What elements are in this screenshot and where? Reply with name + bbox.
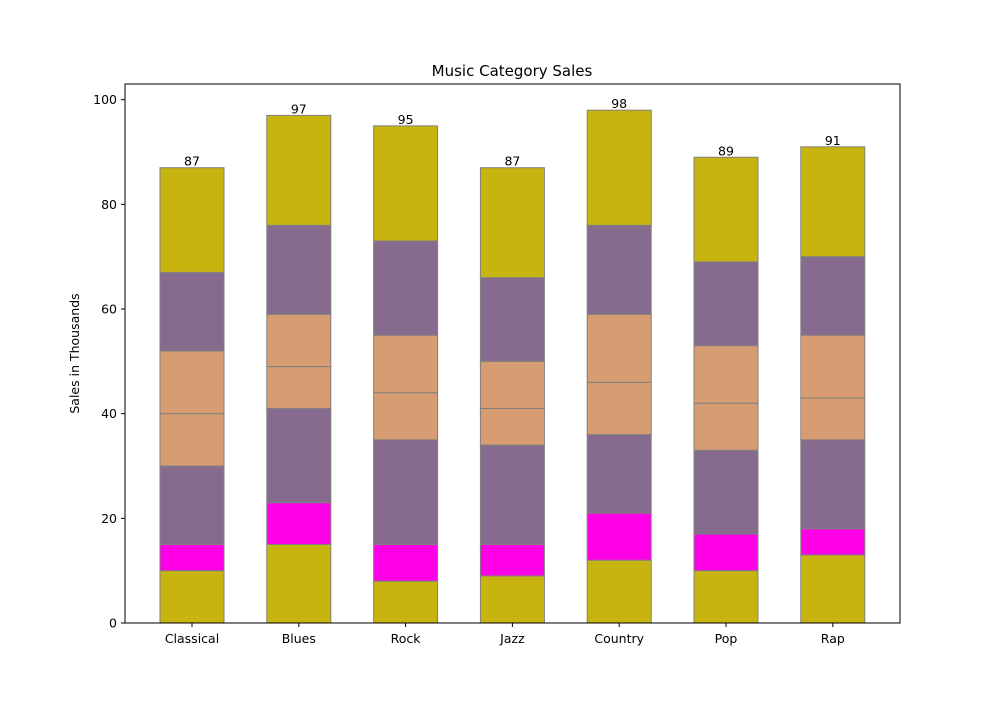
bars-layer	[159, 109, 866, 624]
bar-segment-country-6	[586, 224, 652, 315]
bar-segment-blues-6	[266, 224, 332, 315]
bar-segment-blues-2	[266, 502, 332, 546]
bar-segment-classical-4	[159, 413, 225, 467]
x-tick-label-rock: Rock	[391, 631, 422, 646]
value-label-classical: 87	[184, 154, 200, 169]
value-label-pop: 89	[718, 143, 734, 158]
bar-segment-classical-6	[159, 271, 225, 352]
x-tick-label-country: Country	[594, 631, 644, 646]
chart-title: Music Category Sales	[432, 62, 593, 80]
x-tick-label-jazz: Jazz	[499, 631, 525, 646]
bar-segment-jazz-2	[479, 544, 545, 577]
bar-segment-rock-5	[373, 334, 439, 394]
bar-segment-jazz-4	[479, 407, 545, 446]
bar-segment-country-2	[586, 512, 652, 561]
bar-segment-pop-4	[693, 402, 759, 451]
x-tick-label-blues: Blues	[282, 631, 316, 646]
bar-segment-rock-3	[373, 439, 439, 545]
bar-segment-rap-1	[800, 554, 866, 624]
bar-segment-rock-6	[373, 240, 439, 336]
value-label-country: 98	[611, 96, 627, 111]
bar-segment-jazz-5	[479, 360, 545, 409]
bar-segment-classical-1	[159, 570, 225, 624]
bar-segment-rap-2	[800, 528, 866, 556]
bar-segment-rock-4	[373, 392, 439, 441]
bar-segment-country-1	[586, 559, 652, 624]
bar-segment-rap-7	[800, 146, 866, 258]
bar-segment-pop-5	[693, 345, 759, 404]
bar-segment-pop-1	[693, 570, 759, 624]
y-axis-label: Sales in Thousands	[67, 293, 82, 413]
bar-segment-rap-5	[800, 334, 866, 399]
bar-segment-rock-2	[373, 544, 439, 582]
bar-segment-classical-3	[159, 465, 225, 546]
bar-segment-blues-1	[266, 544, 332, 624]
bar-segment-rock-1	[373, 580, 439, 624]
bar-segment-pop-3	[693, 449, 759, 535]
bar-segment-pop-2	[693, 533, 759, 572]
y-tick-label: 0	[109, 616, 117, 631]
bar-segment-classical-7	[159, 167, 225, 273]
bar-segment-jazz-1	[479, 575, 545, 624]
bar-segment-blues-3	[266, 407, 332, 504]
y-tick-label: 60	[101, 302, 117, 317]
bar-segment-rap-6	[800, 256, 866, 336]
bar-segment-rap-4	[800, 397, 866, 441]
value-label-rap: 91	[825, 133, 841, 148]
bar-segment-classical-2	[159, 544, 225, 572]
x-tick-label-classical: Classical	[165, 631, 219, 646]
value-label-jazz: 87	[504, 154, 520, 169]
bar-segment-country-4	[586, 381, 652, 436]
y-tick-label: 80	[101, 197, 117, 212]
bar-segment-jazz-6	[479, 277, 545, 362]
bar-segment-rock-7	[373, 125, 439, 242]
bar-segment-blues-4	[266, 366, 332, 409]
bar-segment-country-5	[586, 313, 652, 383]
bar-segment-blues-5	[266, 313, 332, 368]
y-tick-label: 100	[93, 92, 117, 107]
x-tick-label-pop: Pop	[715, 631, 738, 646]
value-label-blues: 97	[291, 101, 307, 116]
y-axis: 0 20 40 60 80 100	[93, 92, 125, 631]
y-tick-label: 40	[101, 406, 117, 421]
bar-segment-rap-3	[800, 439, 866, 530]
x-axis: Classical Blues Rock Jazz Country Pop Rap	[165, 623, 845, 646]
bar-segment-pop-6	[693, 261, 759, 347]
bar-segment-blues-7	[266, 114, 332, 226]
x-tick-label-rap: Rap	[821, 631, 845, 646]
bar-segment-country-3	[586, 434, 652, 514]
value-labels-layer: 87 97 95 87 98 89 91	[184, 96, 841, 169]
bar-segment-jazz-7	[479, 167, 545, 279]
value-label-rock: 95	[398, 112, 414, 127]
bar-segment-country-7	[586, 109, 652, 226]
bar-segment-classical-5	[159, 350, 225, 415]
bar-segment-jazz-3	[479, 444, 545, 546]
y-tick-label: 20	[101, 511, 117, 526]
bar-segment-pop-7	[693, 156, 759, 263]
